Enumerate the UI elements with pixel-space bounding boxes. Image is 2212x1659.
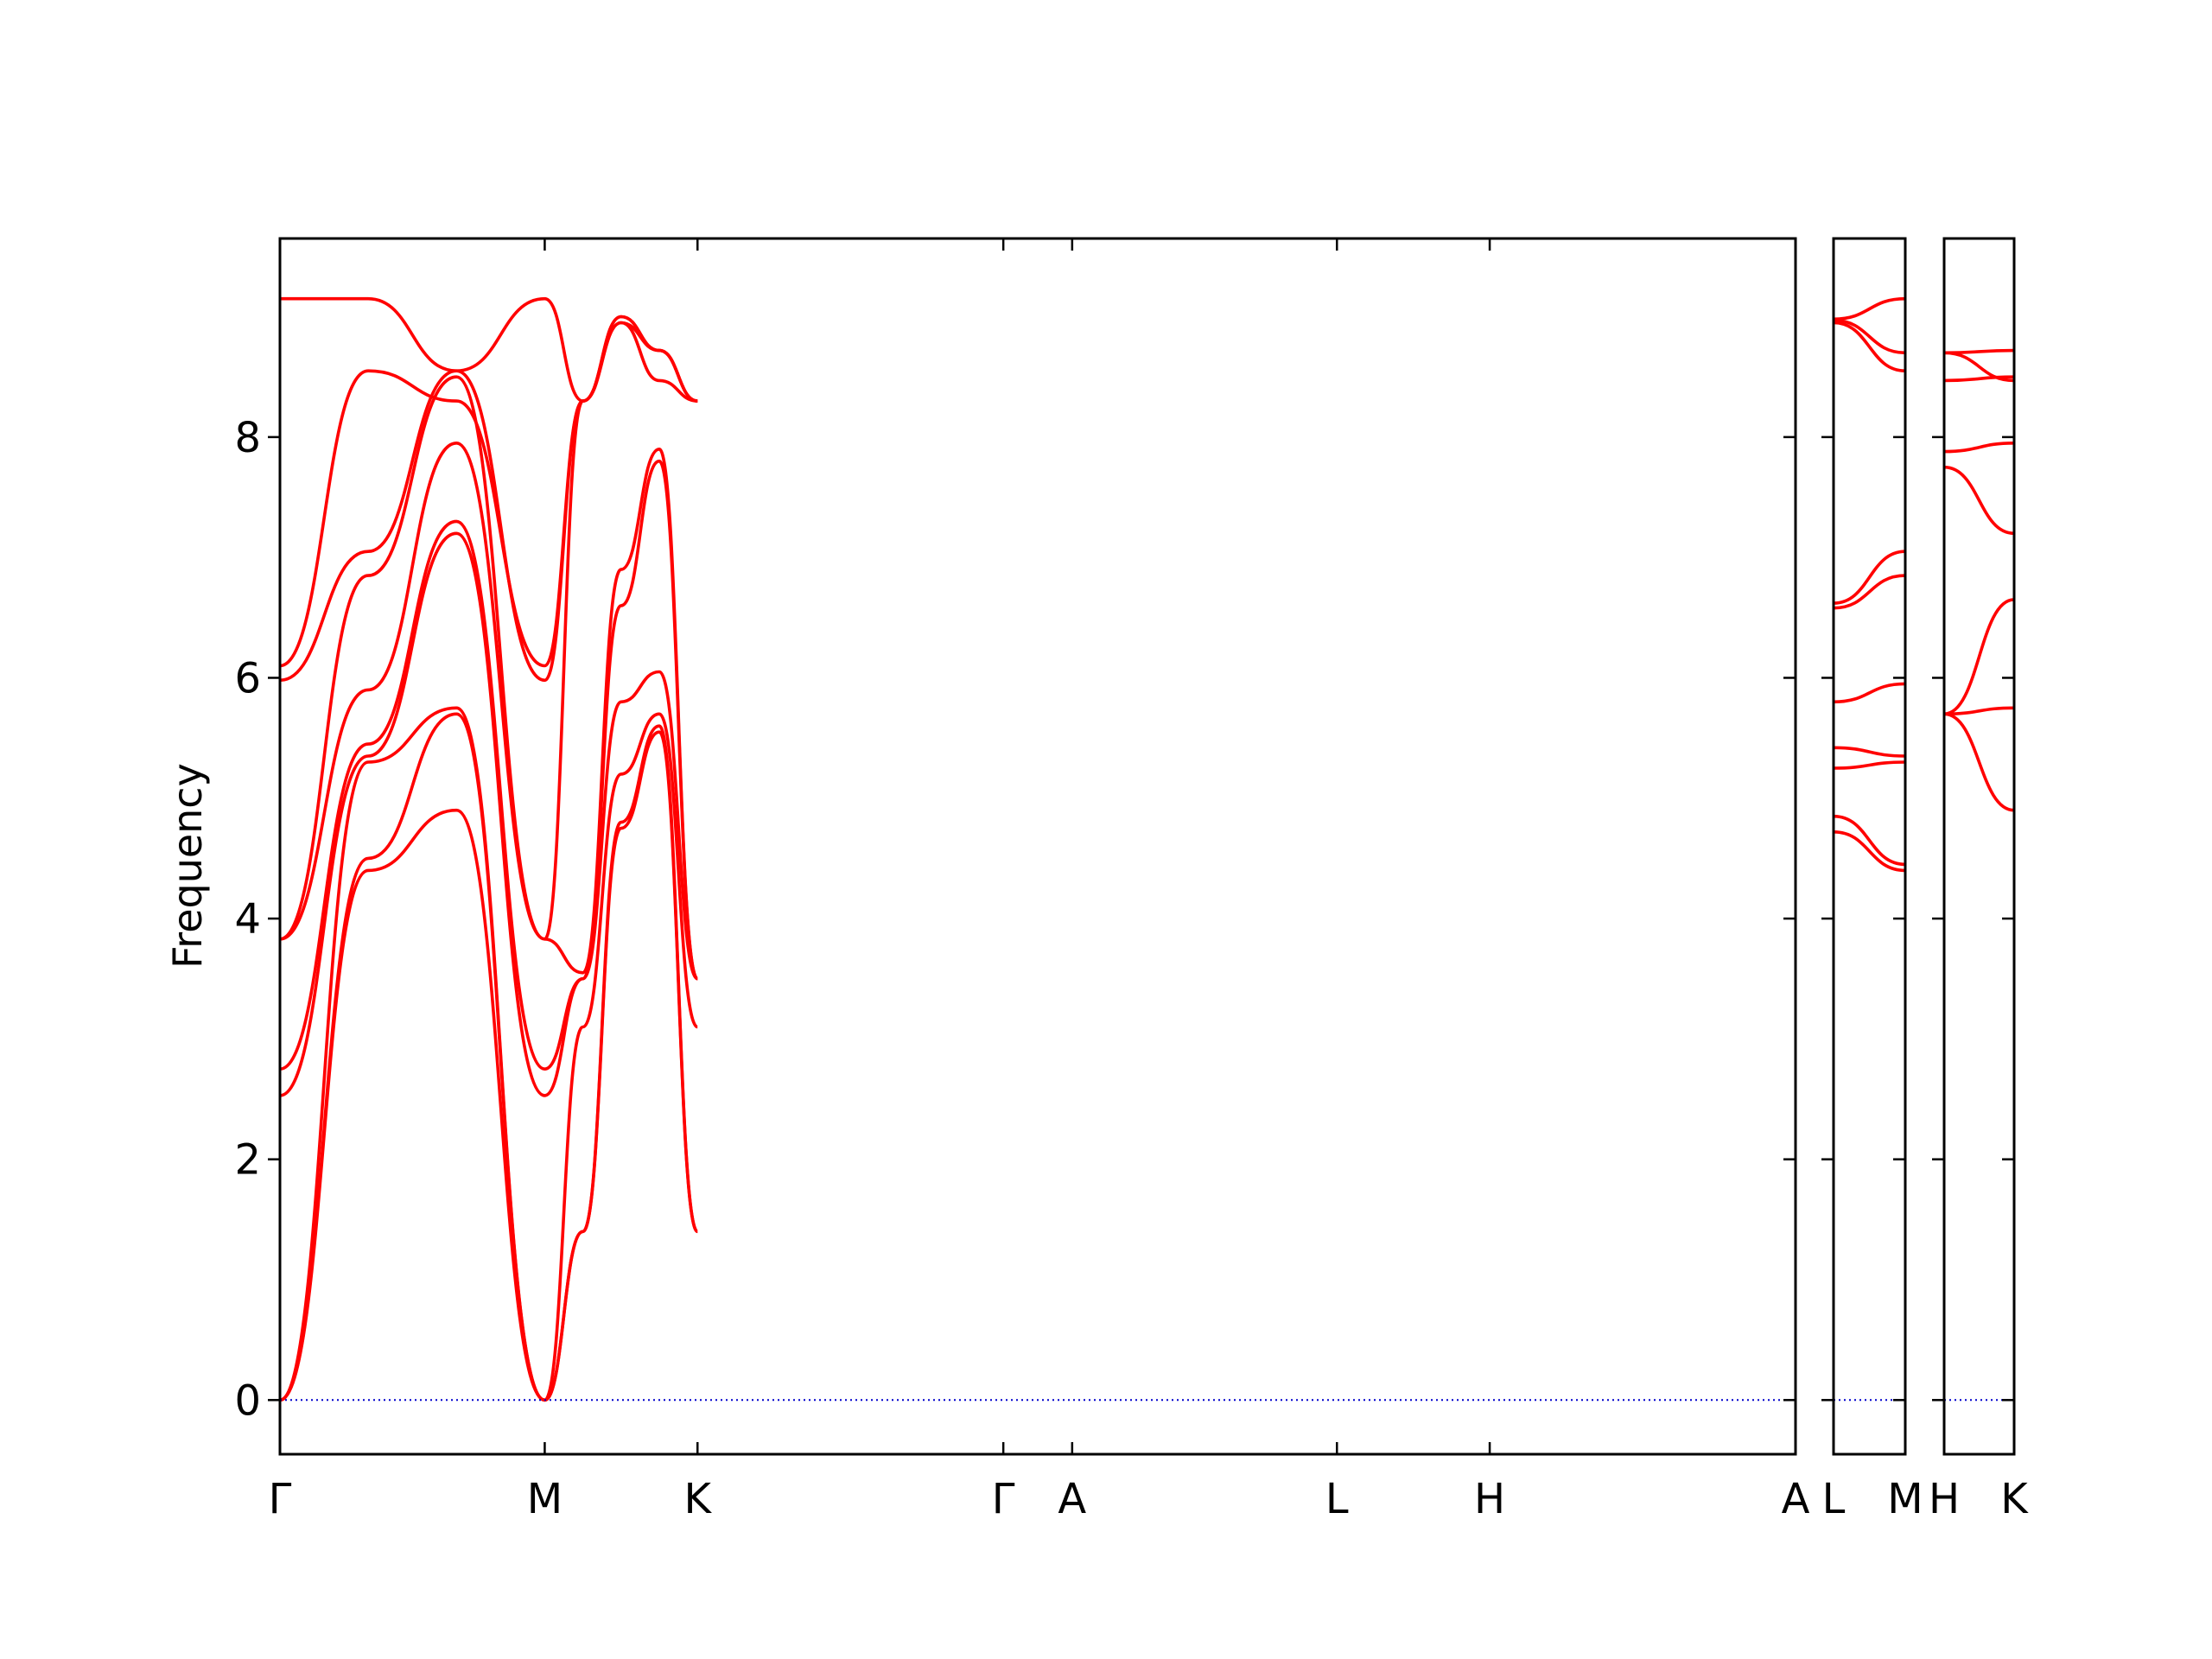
- band-branch-0-7: [279, 321, 698, 683]
- band-branch-1-5: [1833, 574, 1906, 610]
- x-tick-label: L: [1822, 1475, 1846, 1523]
- band-branch-1-8: [1833, 318, 1906, 355]
- band-branch-1-4: [1833, 682, 1906, 704]
- x-tick-label: K: [2000, 1475, 2029, 1523]
- band-branch-0-4: [279, 459, 699, 1071]
- x-tick-label: M: [527, 1475, 563, 1523]
- band-branch-1-2: [1833, 760, 1906, 770]
- band-branch-2-3: [1943, 465, 2015, 536]
- x-tick-label: Γ: [269, 1475, 292, 1523]
- y-tick-label: 8: [234, 414, 261, 462]
- band-branch-2-1: [1943, 706, 2015, 716]
- band-branch-0-1: [279, 712, 699, 1402]
- x-tick-label: K: [683, 1475, 712, 1523]
- band-branch-2-4: [1943, 442, 2015, 454]
- x-tick-label: H: [1929, 1475, 1960, 1523]
- x-tick-label: A: [1058, 1475, 1086, 1523]
- band-branch-0-0: [279, 730, 699, 1402]
- panel-frames: [278, 237, 2016, 1456]
- panel-frame-0: [278, 237, 1797, 1456]
- band-branch-0-8: [279, 315, 698, 668]
- band-branch-2-5: [1943, 375, 2015, 383]
- band-curves: [279, 296, 2015, 1402]
- x-tick-label: H: [1474, 1475, 1505, 1523]
- band-branch-1-1: [1833, 814, 1906, 867]
- x-tick-label: Γ: [992, 1475, 1015, 1523]
- y-axis-label: Frequency: [164, 763, 211, 969]
- panel-frame-2: [1942, 237, 2016, 1456]
- y-tick-label: 6: [234, 654, 261, 702]
- y-tick-label: 4: [234, 895, 261, 944]
- y-tick-label: 0: [234, 1376, 261, 1425]
- panel-frame-1: [1832, 237, 1907, 1456]
- band-branch-1-9: [1833, 296, 1906, 321]
- band-branch-0-3: [279, 531, 699, 1097]
- band-branch-2-7: [1943, 351, 2015, 383]
- band-branch-0-5: [279, 441, 699, 981]
- band-branch-1-0: [1833, 830, 1906, 873]
- x-tick-label: A: [1782, 1475, 1810, 1523]
- band-branch-2-0: [1943, 712, 2015, 812]
- band-branch-1-3: [1833, 746, 1906, 758]
- band-branch-1-6: [1833, 550, 1906, 605]
- y-tick-label: 2: [234, 1136, 261, 1185]
- x-tick-label: L: [1325, 1475, 1349, 1523]
- band-branch-2-2: [1943, 598, 2015, 716]
- band-branch-1-7: [1833, 321, 1906, 372]
- axis-ticks: [268, 238, 2016, 1454]
- band-branch-0-9: [279, 296, 698, 403]
- x-tick-label: M: [1887, 1475, 1923, 1523]
